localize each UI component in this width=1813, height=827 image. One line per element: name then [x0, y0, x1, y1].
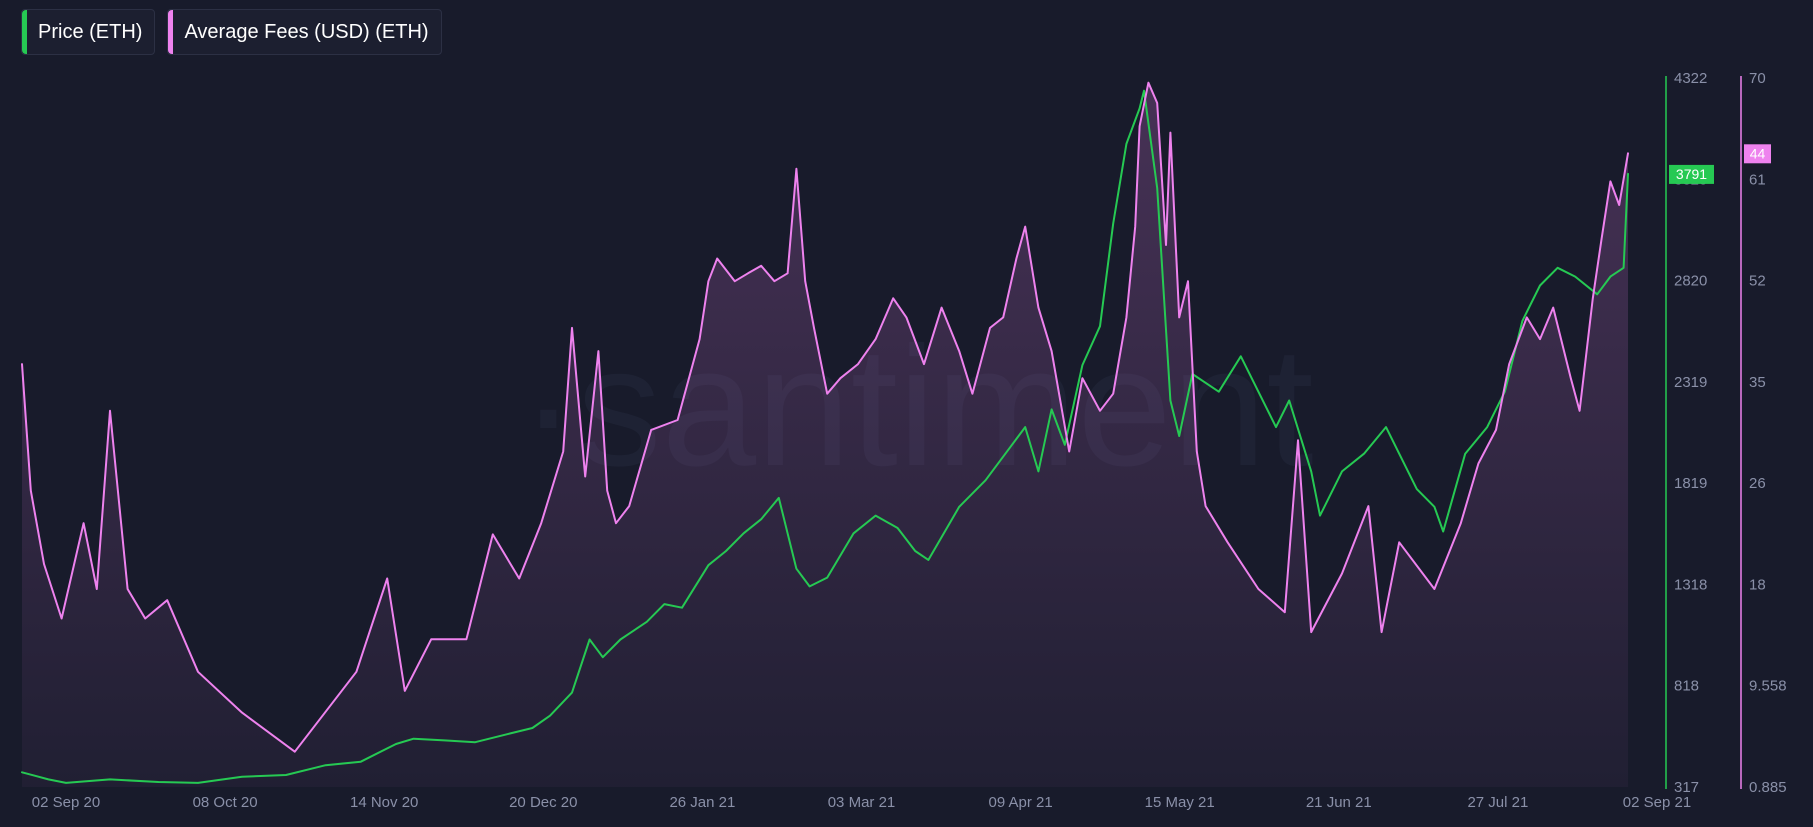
axis-layer: [1665, 76, 1742, 789]
x-tick-label: 08 Oct 20: [193, 794, 258, 811]
fees-tick-label: 0.885: [1749, 779, 1787, 796]
x-tick-label: 09 Apr 21: [988, 794, 1052, 811]
fees-tick-label: 9.558: [1749, 678, 1787, 695]
price-tick-label: 4322: [1674, 70, 1707, 87]
series-line-price: [21, 89, 1629, 784]
price-tick-label: 317: [1674, 779, 1699, 796]
fees-tick-label: 26: [1749, 475, 1766, 492]
price-tick-label: 2319: [1674, 374, 1707, 391]
legend-label-fees: Average Fees (USD) (ETH): [184, 20, 429, 43]
x-tick-label: 02 Sep 20: [32, 794, 100, 811]
x-tick-label: 21 Jun 21: [1306, 794, 1372, 811]
x-tick-label: 26 Jan 21: [669, 794, 735, 811]
x-tick-label: 15 May 21: [1145, 794, 1215, 811]
price-current-badge: [1669, 164, 1714, 184]
current-value-badges: 3791 44: [1669, 144, 1771, 184]
x-tick-label: 02 Sep 21: [1623, 794, 1691, 811]
price-current-badge-label: 3791: [1676, 166, 1707, 182]
legend: Price (ETH) Average Fees (USD) (ETH): [21, 9, 442, 55]
fees-tick-label: 18: [1749, 576, 1766, 593]
fees-tick-label: 35: [1749, 374, 1766, 391]
fees-tick-label: 52: [1749, 273, 1766, 290]
fees-current-badge: [1744, 144, 1771, 164]
legend-label-price: Price (ETH): [38, 20, 143, 43]
price-axis-ticks: 432233202820231918191318818317: [1674, 70, 1707, 796]
x-axis-ticks: 02 Sep 20 08 Oct 20 14 Nov 20 20 Dec 20 26 J…: [32, 794, 1691, 811]
price-tick-label: 1819: [1674, 475, 1707, 492]
fees-axis-ticks: 70 61 52 35 26 18 9.558 0.885: [1749, 70, 1787, 796]
legend-item-price[interactable]: Price (ETH): [21, 9, 156, 55]
legend-swatch-price: [22, 10, 27, 54]
x-tick-label: 14 Nov 20: [350, 794, 418, 811]
series-area-fees: [22, 82, 1628, 787]
price-tick-label: 1318: [1674, 576, 1707, 593]
area-layer: [22, 82, 1628, 787]
legend-swatch-fees: [168, 10, 174, 54]
price-tick-label: 2820: [1674, 273, 1707, 290]
fees-tick-label: 61: [1749, 171, 1766, 188]
series-layer: [21, 81, 1629, 784]
x-tick-label: 03 Mar 21: [828, 794, 896, 811]
x-tick-label: 20 Dec 20: [509, 794, 577, 811]
series-line-fees: [21, 81, 1629, 753]
legend-item-fees[interactable]: Average Fees (USD) (ETH): [167, 9, 442, 55]
fees-tick-label: 70: [1749, 70, 1766, 87]
x-tick-label: 27 Jul 21: [1467, 794, 1528, 811]
price-tick-label: 818: [1674, 678, 1699, 695]
fees-current-badge-label: 44: [1750, 145, 1766, 161]
